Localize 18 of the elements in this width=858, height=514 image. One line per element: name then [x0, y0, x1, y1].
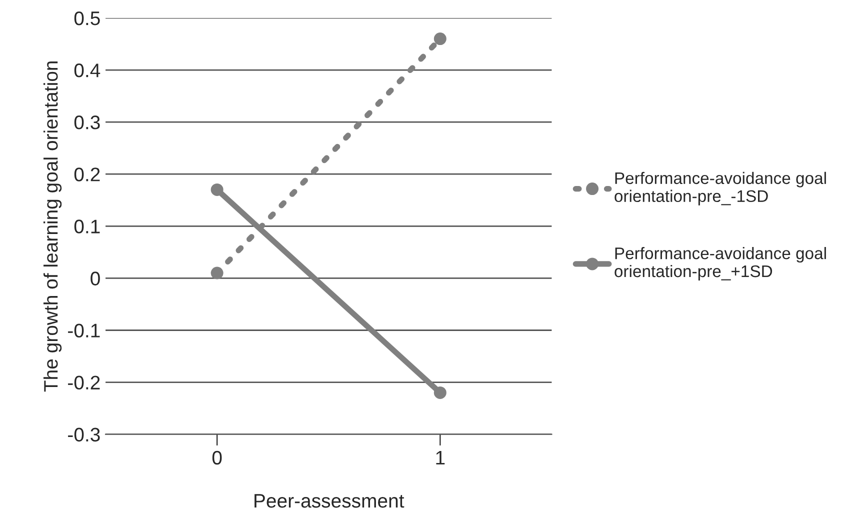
point [210, 266, 224, 280]
legend-label: Performance-avoidance goal orientation-pre_+1SD [614, 246, 826, 280]
y-tick-label: 0 [90, 272, 100, 286]
y-tick-label: -0.3 [68, 428, 100, 442]
legend-label: Performance-avoidance goal orientation-pre_-1SD [614, 172, 826, 206]
x-tick-label: 1 [436, 451, 445, 464]
point [434, 32, 446, 46]
y-tick-label: 0.2 [74, 168, 100, 182]
y-tick-label: 0.5 [74, 11, 100, 26]
y-tick-label: -0.2 [68, 376, 100, 390]
y-tick-label: 0.1 [74, 220, 100, 234]
y-tick-label: -0.1 [68, 324, 100, 338]
point [210, 183, 224, 196]
y-tick-label: 0.3 [74, 116, 100, 130]
y-tick-label: 0.4 [74, 64, 100, 78]
y-axis-title: The growth of learning goal orientation [43, 61, 62, 392]
x-axis-title: Peer-assessment [254, 494, 404, 508]
point [434, 386, 446, 399]
